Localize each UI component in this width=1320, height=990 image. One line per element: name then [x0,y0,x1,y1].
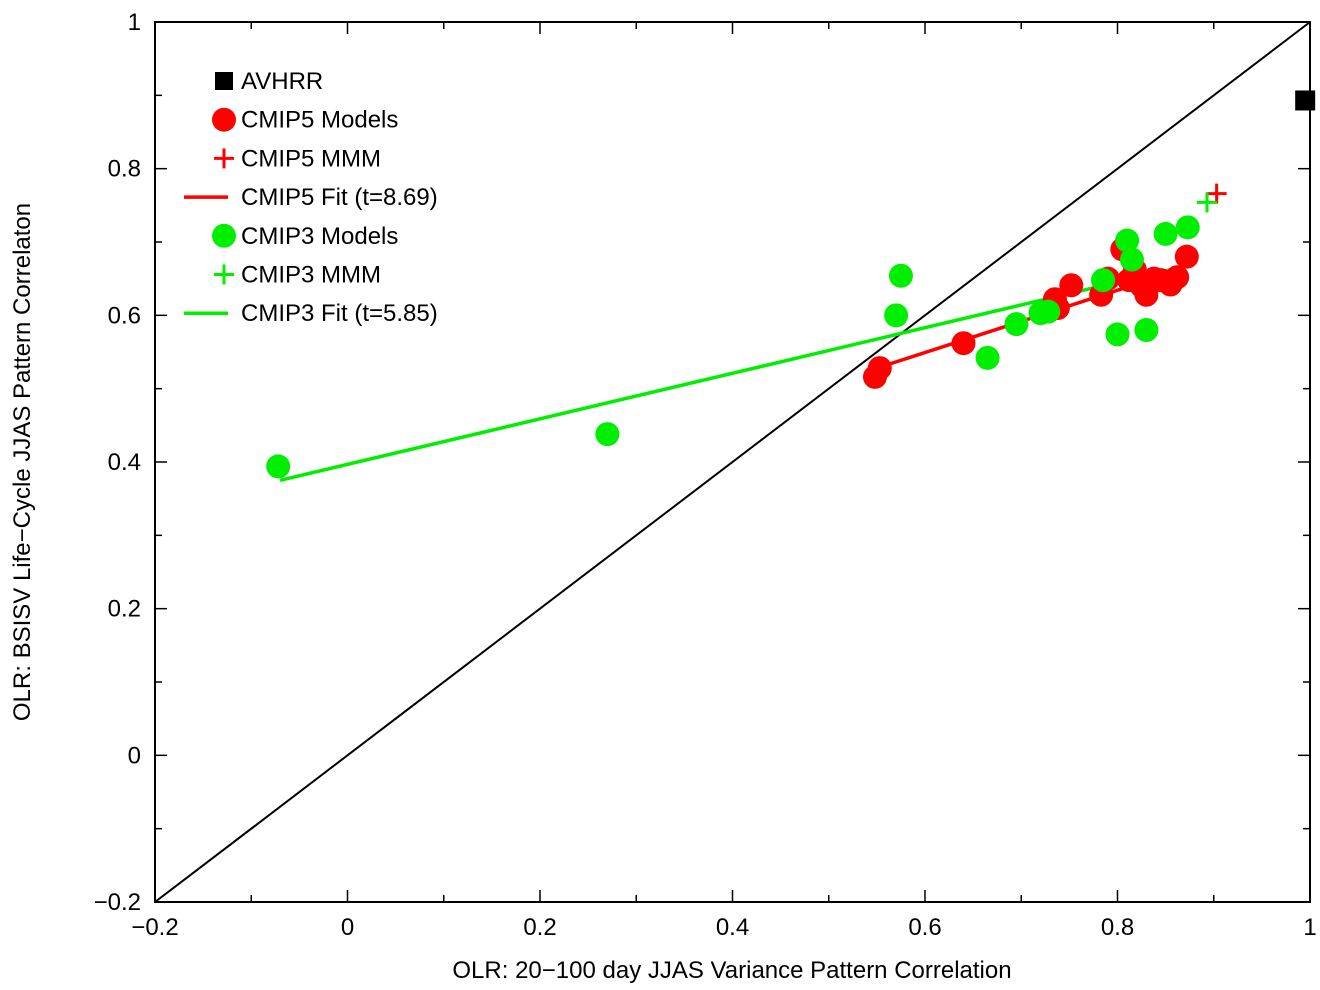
cmip3-models-point [1091,268,1116,293]
legend-entry-avhrr: AVHRR [215,68,323,95]
y-tick-label: 0.6 [108,302,141,329]
legend-symbol-cmip3-mmm [214,264,234,285]
legend-label-cmip3-mmm: CMIP3 MMM [241,262,381,289]
cmip3-mmm-marker [1197,192,1218,213]
x-tick-label: 0 [341,914,354,941]
legend-entry-cmip3-fit-t-5-85: CMIP3 Fit (t=5.85) [184,300,438,327]
x-tick-label: 0.4 [716,914,749,941]
cmip5-models-point [951,331,976,356]
legend: AVHRR CMIP5 Models CMIP5 MMM CMIP5 Fit (t=8… [184,68,438,327]
cmip3-models-point [1175,215,1200,240]
cmip3-models-point [1105,322,1130,347]
legend-entry-cmip5-models: CMIP5 Models [212,107,398,134]
cmip5-models-point [1174,244,1199,269]
legend-symbol-cmip3-models [212,223,236,248]
cmip3-models-point [1004,312,1029,337]
data-marks [266,90,1316,483]
legend-label-cmip5-mmm: CMIP5 MMM [241,145,381,172]
y-tick-labels: −0.2 0 0.2 0.4 0.6 0.8 1 [94,9,141,916]
legend-symbol-cmip5-models [212,107,236,132]
tick-marks [154,21,1311,903]
x-tick-label: 0.8 [1101,914,1134,941]
cmip3-models-point [1153,221,1178,246]
y-tick-label: 0.8 [108,156,141,183]
cmip3-models-point [888,263,913,288]
y-tick-label: 1 [128,9,141,36]
y-axis-title: OLR: BSISV Life−Cycle JJAS Pattern Corre… [9,203,36,721]
cmip5-mmm-marker [1206,183,1227,204]
cmip5-models-point [1059,273,1084,298]
y-tick-label: 0.2 [108,596,141,623]
cmip3-models-point [1115,228,1140,253]
cmip3-models-point [884,303,909,328]
y-tick-label: −0.2 [94,889,141,916]
cmip3-models-point [1134,318,1159,342]
legend-entry-cmip5-mmm: CMIP5 MMM [214,145,381,172]
legend-entry-cmip3-models: CMIP3 Models [212,223,398,250]
identity-line [154,21,1311,903]
x-tick-label: −0.2 [131,914,178,941]
x-tick-labels: −0.2 0 0.2 0.4 0.6 0.8 1 [131,914,1316,941]
legend-symbol-cmip5-mmm [214,148,234,169]
y-tick-label: 0 [128,742,141,769]
cmip3-models-point [1119,247,1144,272]
legend-label-cmip5-fit-t-8-69: CMIP5 Fit (t=8.69) [241,184,438,211]
cmip3-models-point [975,345,1000,370]
cmip5-models-point [1165,265,1190,290]
x-axis-title: OLR: 20−100 day JJAS Variance Pattern Co… [452,957,1011,984]
legend-label-cmip5-models: CMIP5 Models [241,107,398,134]
legend-symbol-avhrr [215,72,233,90]
cmip3-models-point [1036,299,1061,324]
legend-entry-cmip3-mmm: CMIP3 MMM [214,262,381,289]
legend-label-cmip3-models: CMIP3 Models [241,223,398,250]
y-tick-label: 0.4 [108,449,141,476]
avhrr-marker [1295,90,1316,111]
cmip5-models-point [867,356,892,381]
legend-label-avhrr: AVHRR [241,68,323,95]
cmip3-fit-t-5-85-line [279,264,1186,483]
x-tick-label: 1 [1303,914,1316,941]
cmip3-models-point [595,422,620,447]
x-tick-label: 0.2 [523,914,556,941]
reference-diagonal-line [154,21,1311,903]
cmip3-models-point [266,454,291,479]
legend-label-cmip3-fit-t-5-85: CMIP3 Fit (t=5.85) [241,300,438,327]
legend-entry-cmip5-fit-t-8-69: CMIP5 Fit (t=8.69) [184,184,438,211]
x-tick-label: 0.6 [908,914,941,941]
